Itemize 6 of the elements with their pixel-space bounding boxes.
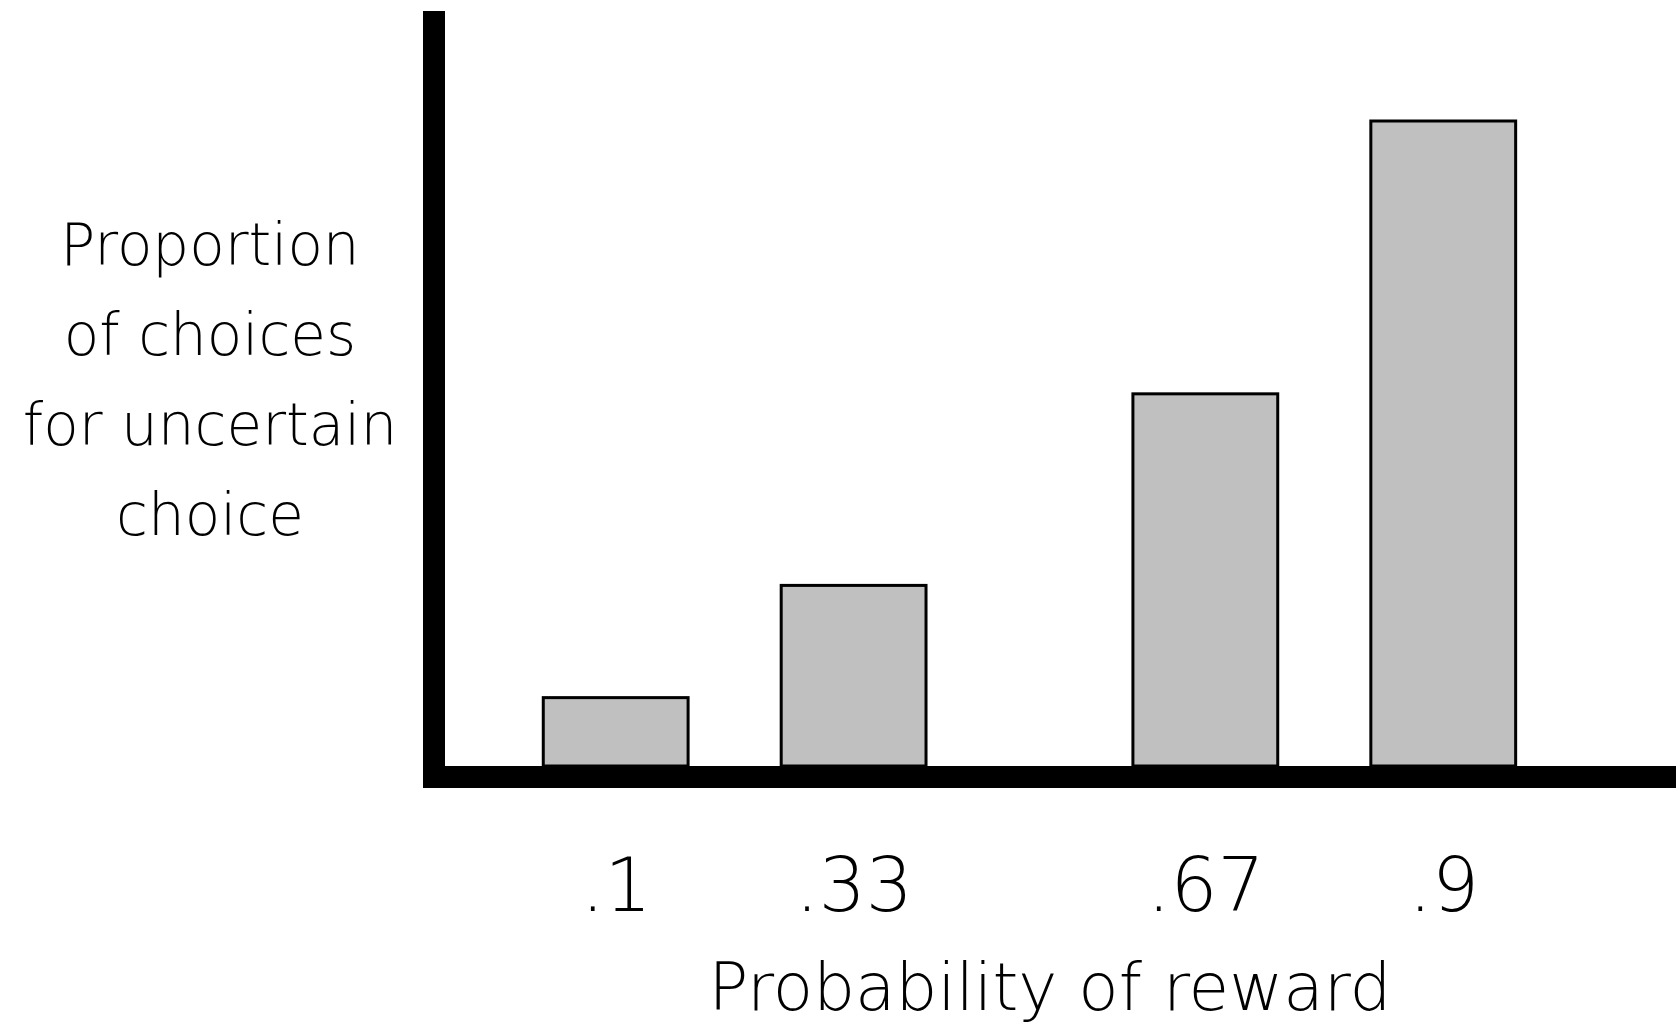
x-tick-label: .9 xyxy=(1408,841,1480,928)
x-tick-label: .33 xyxy=(795,841,913,928)
y-axis-title: Proportion of choices for uncertain choice xyxy=(22,211,398,549)
x-axis-title: Probability of reward xyxy=(708,949,1392,1025)
x-tick-label: .67 xyxy=(1146,841,1265,928)
x-tick-label: .1 xyxy=(580,841,652,928)
